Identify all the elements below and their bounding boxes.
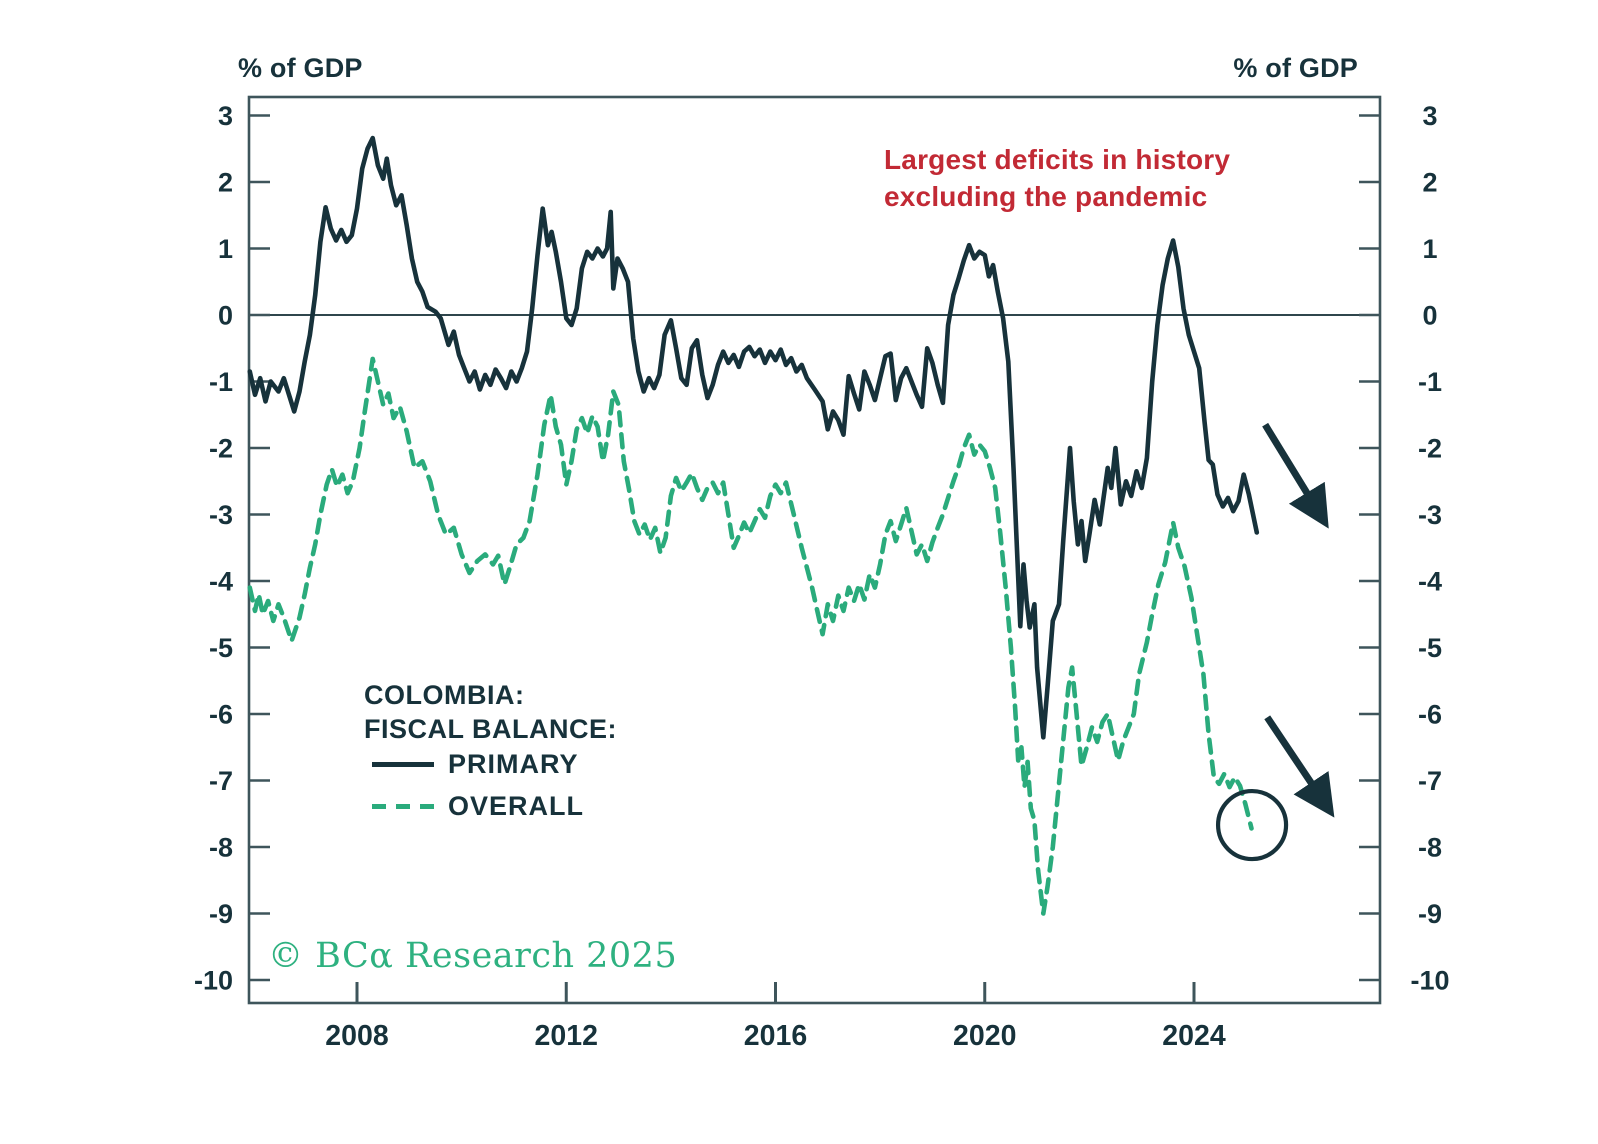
deficit-annotation-line2: excluding the pandemic xyxy=(884,181,1208,212)
overall-line xyxy=(247,356,1254,916)
trend-arrow-1 xyxy=(1262,422,1329,529)
y-tick-label-right--8: -8 xyxy=(1418,833,1442,863)
x-tick-label-2024: 2024 xyxy=(1162,1020,1226,1052)
y-tick-label-left-2: 2 xyxy=(218,168,233,198)
primary-line xyxy=(247,135,1260,740)
overall-line-swatch xyxy=(372,803,434,809)
x-tick-label-2016: 2016 xyxy=(744,1020,807,1052)
x-tick-label-2020: 2020 xyxy=(953,1020,1016,1052)
copyright-notice: © BCα Research 2025 xyxy=(268,936,678,976)
y-tick-label-right--5: -5 xyxy=(1418,633,1442,663)
legend-label-overall: OVERALL xyxy=(448,790,585,821)
y-tick-label-right--9: -9 xyxy=(1418,899,1442,929)
y-tick-label-right--3: -3 xyxy=(1418,500,1442,530)
highlight-circle xyxy=(1215,788,1289,862)
deficit-annotation: Largest deficits in history excluding th… xyxy=(884,141,1230,215)
y-tick-label-left--7: -7 xyxy=(209,766,233,796)
legend-item-overall: OVERALL xyxy=(372,790,584,822)
y-tick-label-left-3: 3 xyxy=(218,101,233,131)
y-tick-label-left--1: -1 xyxy=(209,367,233,397)
x-tick-label-2012: 2012 xyxy=(535,1020,598,1052)
legend-title-country: COLOMBIA: xyxy=(364,680,525,710)
y-axis-unit-left: % of GDP xyxy=(238,53,363,83)
x-tick-label-2008: 2008 xyxy=(325,1020,388,1052)
y-tick-label-right-3: 3 xyxy=(1422,101,1437,131)
y-tick-label-right-2: 2 xyxy=(1422,168,1437,198)
y-tick-label-left--6: -6 xyxy=(209,700,233,730)
y-tick-label-left--9: -9 xyxy=(209,899,233,929)
y-tick-label-left--8: -8 xyxy=(209,833,233,863)
y-tick-label-right--7: -7 xyxy=(1418,766,1442,796)
primary-line-swatch xyxy=(372,761,434,767)
y-tick-label-right--4: -4 xyxy=(1418,567,1442,597)
legend-item-primary: PRIMARY xyxy=(372,748,579,780)
plot-frame xyxy=(247,95,1382,1005)
y-axis-unit-right: % of GDP xyxy=(1233,53,1358,83)
y-tick-label-left--4: -4 xyxy=(209,567,233,597)
legend-title-measure: FISCAL BALANCE: xyxy=(364,714,617,744)
legend-label-primary: PRIMARY xyxy=(448,748,579,779)
y-tick-label-right--1: -1 xyxy=(1418,367,1442,397)
y-tick-label-right--10: -10 xyxy=(1410,966,1449,996)
y-tick-label-right--6: -6 xyxy=(1418,700,1442,730)
y-tick-label-left--3: -3 xyxy=(209,500,233,530)
y-tick-label-right-0: 0 xyxy=(1422,301,1437,331)
deficit-annotation-line1: Largest deficits in history xyxy=(884,144,1231,175)
y-tick-label-right--2: -2 xyxy=(1418,434,1442,464)
y-tick-label-left-0: 0 xyxy=(218,301,233,331)
y-tick-label-left--10: -10 xyxy=(194,966,233,996)
y-tick-label-left--2: -2 xyxy=(209,434,233,464)
trend-arrow-2 xyxy=(1264,715,1335,818)
y-tick-label-left-1: 1 xyxy=(218,234,233,264)
y-tick-label-right-1: 1 xyxy=(1422,234,1437,264)
y-tick-label-left--5: -5 xyxy=(209,633,233,663)
